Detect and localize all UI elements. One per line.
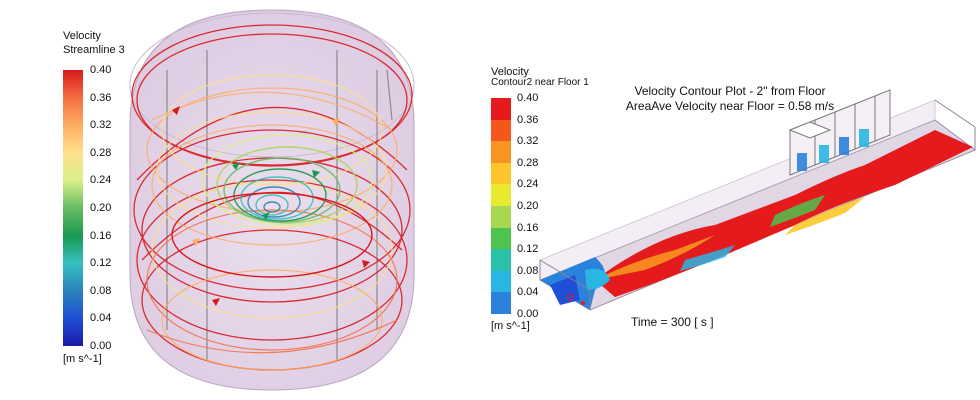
left-legend-variable: Velocity: [63, 30, 101, 42]
left-tick-label: 0.32: [90, 119, 112, 132]
cylinder-body: [129, 9, 415, 391]
cylinder-top-rim: [129, 12, 415, 158]
right-colorbar-band: [491, 227, 511, 250]
contour-plot-title: Velocity Contour Plot - 2" from Floor Ar…: [615, 84, 845, 114]
right-colorbar-band: [491, 119, 511, 142]
left-tick-label: 0.00: [90, 340, 112, 352]
right-colorbar-band: [491, 162, 511, 185]
right-tick-label: 0.32: [517, 135, 539, 148]
right-colorbar-band: [491, 270, 511, 293]
right-legend-object: Contour2 near Floor 1: [491, 77, 589, 88]
right-legend-unit: [m s^-1]: [491, 320, 530, 332]
contour-plot-title-line2: AreaAve Velocity near Floor = 0.58 m/s: [625, 99, 835, 113]
cylinder-streamline-render: [129, 9, 415, 391]
right-colorbar-band: [491, 98, 511, 120]
time-label: Time = 300 [ s ]: [631, 315, 714, 329]
left-tick-label: 0.36: [90, 91, 112, 104]
right-tick-labels: 0.40 0.36 0.32 0.28 0.24 0.20 0.16 0.12 …: [517, 92, 557, 322]
left-tick-label: 0.24: [90, 174, 112, 187]
right-tick-label: 0.04: [517, 286, 539, 299]
left-tick-label: 0.40: [90, 64, 112, 76]
right-legend: Velocity Contour2 near Floor 1 0.40 0.36…: [491, 66, 601, 346]
right-colorbar-band: [491, 184, 511, 206]
left-tick-label: 0.16: [90, 229, 112, 242]
left-tick-label: 0.04: [90, 312, 112, 325]
channel-contour-render: [538, 89, 977, 311]
right-tick-label: 0.08: [517, 264, 539, 277]
outlet-boxes: [788, 89, 891, 176]
right-tick-label: 0.36: [517, 113, 539, 126]
right-tick-label: 0.12: [517, 243, 539, 256]
right-tick-label: 0.16: [517, 221, 539, 234]
left-legend-unit: [m s^-1]: [63, 353, 102, 365]
left-tick-label: 0.28: [90, 146, 112, 159]
right-tick-label: 0.24: [517, 178, 539, 191]
right-legend-variable: Velocity: [491, 66, 529, 78]
right-colorbar-band: [491, 205, 511, 228]
right-colorbar-band: [491, 141, 511, 163]
right-tick-label: 0.20: [517, 200, 539, 212]
left-tick-label: 0.12: [90, 257, 112, 270]
right-colorbar-band: [491, 249, 511, 271]
left-tick-labels: 0.40 0.36 0.32 0.28 0.24 0.20 0.16 0.12 …: [90, 64, 130, 354]
right-colorbar: [491, 98, 511, 314]
right-tick-label: 0.00: [517, 308, 539, 320]
right-tick-label: 0.40: [517, 92, 539, 104]
contour-plot-title-line1: Velocity Contour Plot - 2" from Floor: [634, 84, 826, 98]
left-legend: Velocity Streamline 3 0.40 0.36 0.32 0.2…: [63, 30, 125, 370]
left-colorbar: [63, 70, 83, 346]
right-colorbar-band: [491, 292, 511, 314]
right-tick-label: 0.28: [517, 156, 539, 169]
left-tick-label: 0.20: [90, 202, 112, 214]
left-tick-label: 0.08: [90, 284, 112, 297]
left-legend-object: Streamline 3: [63, 44, 125, 56]
